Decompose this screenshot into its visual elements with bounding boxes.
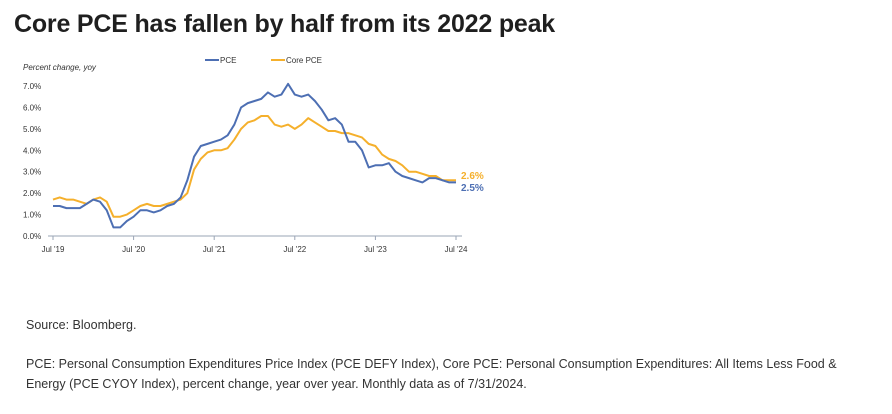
line-chart: PCE Core PCE Percent change, yoy 0.0% 1.0%… xyxy=(23,56,484,254)
legend-label: Core PCE xyxy=(286,56,322,65)
pce-line xyxy=(53,82,456,229)
footnote: PCE: Personal Consumption Expenditures P… xyxy=(26,357,837,391)
y-tick-label: 6.0% xyxy=(23,103,41,112)
x-tick-label: Jul '21 xyxy=(203,245,226,254)
y-tick-label: 2.0% xyxy=(23,189,41,198)
y-tick-label: 7.0% xyxy=(23,82,41,91)
y-axis-label: Percent change, yoy xyxy=(23,63,97,72)
pce-end-label: 2.5% xyxy=(461,183,484,194)
x-tick-label: Jul '19 xyxy=(42,245,65,254)
legend-label: PCE xyxy=(220,56,236,65)
y-tick-label: 3.0% xyxy=(23,168,41,177)
x-tick-label: Jul '22 xyxy=(283,245,306,254)
y-tick-label: 0.0% xyxy=(23,232,41,241)
x-tick-label: Jul '23 xyxy=(364,245,387,254)
series-group xyxy=(52,82,456,229)
y-tick-label: 5.0% xyxy=(23,125,41,134)
y-axis: 0.0% 1.0% 2.0% 3.0% 4.0% 5.0% 6.0% 7.0% xyxy=(23,82,41,241)
source-note: Source: Bloomberg. xyxy=(26,318,137,332)
chart-title: Core PCE has fallen by half from its 202… xyxy=(14,10,555,38)
x-tick-label: Jul '20 xyxy=(122,245,145,254)
y-tick-label: 4.0% xyxy=(23,146,41,155)
x-axis: Jul '19 Jul '20 Jul '21 Jul '22 Jul '23 Jul '… xyxy=(42,236,468,254)
x-tick-label: Jul '24 xyxy=(445,245,468,254)
core-pce-line xyxy=(52,115,456,218)
end-labels: 2.5%2.6% xyxy=(461,171,484,194)
y-tick-label: 1.0% xyxy=(23,211,41,220)
core-pce-end-label: 2.6% xyxy=(461,171,484,182)
legend: PCE Core PCE xyxy=(205,56,322,65)
